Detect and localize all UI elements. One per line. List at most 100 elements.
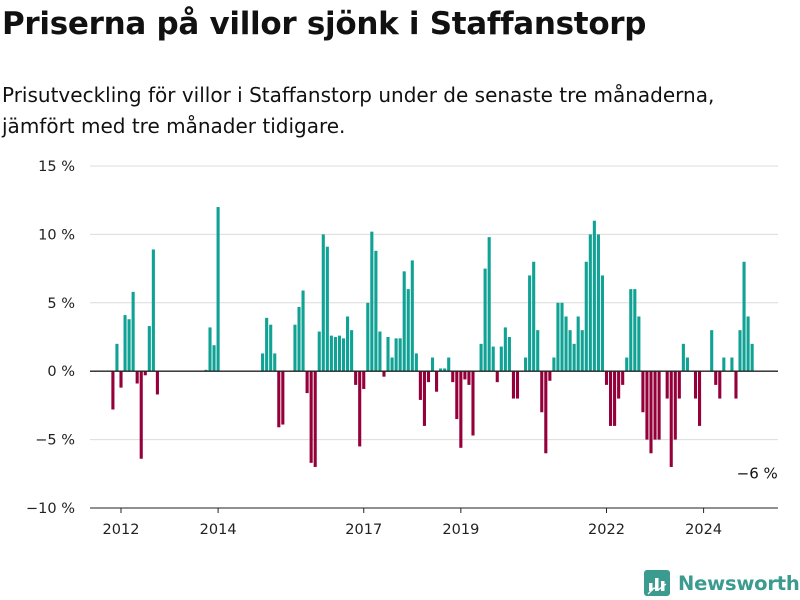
x-tick-label: 2012 [103,522,140,538]
bar [119,371,123,388]
x-tick-label: 2024 [685,522,722,538]
bar [439,368,443,372]
bar [738,330,742,372]
bar [422,371,426,426]
bar [677,371,681,399]
bar [621,371,625,385]
bar [447,357,451,372]
bar [617,371,621,399]
bar [580,330,584,372]
bar [269,324,273,372]
bar [313,371,317,467]
bar [321,234,325,372]
x-tick-label: 2022 [588,522,625,538]
bar [325,246,329,372]
bar [426,371,431,383]
bar [155,371,159,395]
bar [560,302,564,372]
y-tick-label: −10 % [26,501,75,517]
bar [463,371,467,380]
bar [430,357,435,372]
bar [564,316,568,372]
bar [637,316,641,372]
bar [151,249,155,372]
brand-name: Newsworthy [678,571,800,595]
bar [212,345,216,372]
bar [309,371,313,463]
bar [281,371,285,425]
bar [362,371,366,389]
bar [459,371,463,448]
bar [532,261,536,372]
bar [301,290,305,372]
bar [317,331,321,372]
y-tick-label: −5 % [35,433,75,449]
bar [273,353,277,372]
bar [370,231,374,372]
x-tick-label: 2014 [200,522,237,538]
bar [378,331,382,372]
bar [418,371,422,400]
bar [645,371,649,440]
bar [479,343,483,372]
bar [491,346,495,372]
bar [147,326,151,372]
bar [435,371,439,392]
bar [394,338,398,372]
bar [277,371,281,428]
bar [499,346,503,372]
newsworthy-logo: Newsworthy [644,568,800,598]
bar [524,357,528,372]
bar [722,357,726,372]
bar [609,371,613,426]
y-tick-label: 15 % [38,159,75,175]
bar [443,368,447,372]
bars [111,207,754,467]
bar [511,371,515,399]
bar [710,330,714,372]
bar [143,371,147,376]
bar [604,371,609,385]
bar [556,302,560,372]
bar [588,234,592,372]
bar [115,343,119,372]
bar [354,371,358,385]
bar [633,289,637,372]
x-axis-ticks: 2012 2014 2017 2019 2022 2024 [103,508,722,538]
bar [669,371,673,467]
bar [350,330,354,372]
bar [216,207,220,372]
bar [495,371,499,383]
bar [596,234,600,372]
bar [528,275,532,372]
bar [135,371,139,384]
bar [681,343,685,372]
bar [536,330,540,372]
bar [346,316,350,372]
gridlines [90,165,778,441]
bar [333,337,337,372]
bar [406,289,410,372]
bar [139,371,143,459]
bar [358,371,362,447]
bar [111,371,115,410]
bar [750,343,754,372]
bar [657,371,661,440]
bar [503,327,507,372]
bar [548,371,552,381]
bar [305,371,309,394]
bar [414,353,418,372]
bar [572,343,576,372]
bar [625,357,629,372]
bar [613,371,617,426]
bar [718,371,722,399]
bar [734,371,738,399]
bar [341,338,346,372]
bar [329,335,333,372]
bar [592,220,596,372]
bar [649,371,653,454]
bar [265,317,269,372]
bar [366,302,370,372]
bar [653,371,657,440]
